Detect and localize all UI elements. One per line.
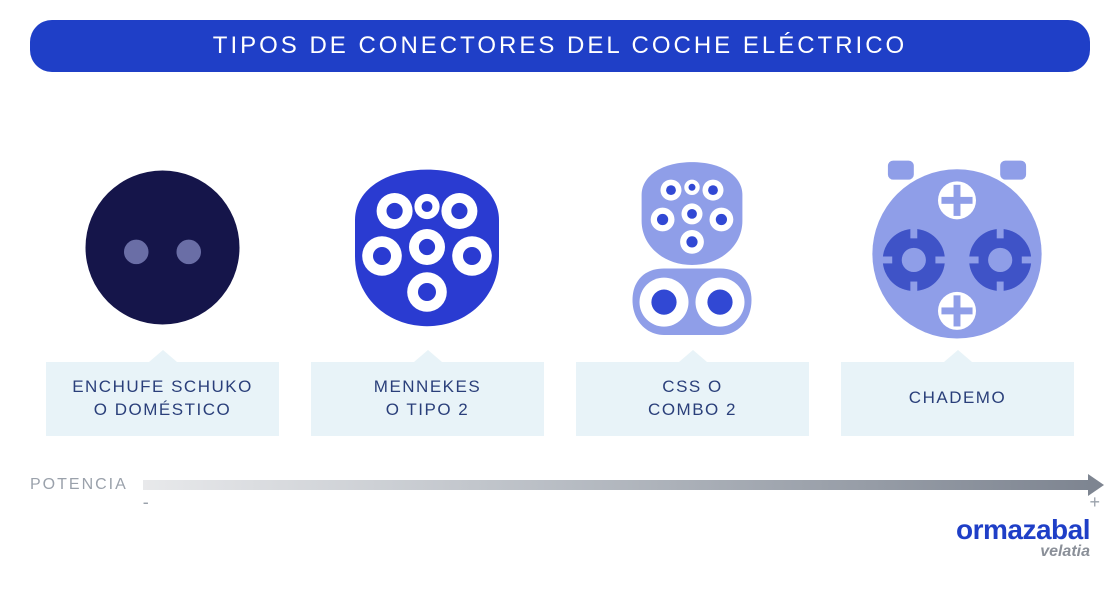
connector-chademo	[830, 152, 1084, 342]
connectors-row	[30, 112, 1090, 342]
power-label: POTENCIA	[30, 476, 128, 494]
chademo-icon	[862, 152, 1052, 342]
schuko-icon	[67, 152, 257, 342]
label-text: ENCHUFE SCHUKO	[54, 376, 271, 399]
brand-sub: velatia	[30, 544, 1090, 560]
label-chademo: CHADEMO	[841, 362, 1074, 436]
mennekes-icon	[332, 152, 522, 342]
connector-mennekes	[300, 152, 554, 342]
power-bar-icon: - +	[143, 480, 1090, 490]
connector-schuko	[35, 152, 289, 342]
label-schuko: ENCHUFE SCHUKO O DOMÉSTICO	[46, 362, 279, 436]
page-title: TIPOS DE CONECTORES DEL COCHE ELÉCTRICO	[213, 32, 907, 59]
label-text: CSS O	[584, 376, 801, 399]
label-mennekes: MENNEKES O TIPO 2	[311, 362, 544, 436]
ccs-icon	[597, 152, 787, 342]
brand-main: ormazabal	[30, 516, 1090, 544]
power-minus: -	[143, 492, 149, 513]
labels-row: ENCHUFE SCHUKO O DOMÉSTICO MENNEKES O TI…	[30, 362, 1090, 436]
label-text: CHADEMO	[849, 387, 1066, 410]
power-plus: +	[1089, 492, 1100, 513]
title-bar: TIPOS DE CONECTORES DEL COCHE ELÉCTRICO	[30, 20, 1090, 72]
connector-ccs	[565, 152, 819, 342]
label-text: O DOMÉSTICO	[54, 399, 271, 422]
power-row: POTENCIA - +	[30, 476, 1090, 494]
label-ccs: CSS O COMBO 2	[576, 362, 809, 436]
label-text: COMBO 2	[584, 399, 801, 422]
brand-block: ormazabal velatia	[30, 516, 1090, 560]
label-text: MENNEKES	[319, 376, 536, 399]
label-text: O TIPO 2	[319, 399, 536, 422]
